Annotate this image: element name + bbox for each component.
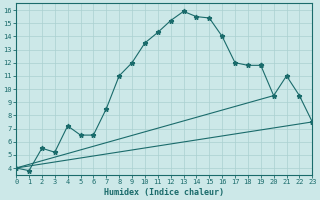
X-axis label: Humidex (Indice chaleur): Humidex (Indice chaleur) [104, 188, 224, 197]
